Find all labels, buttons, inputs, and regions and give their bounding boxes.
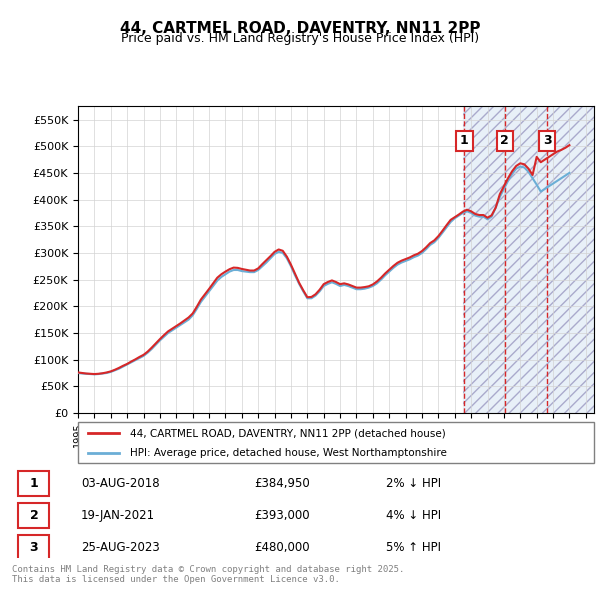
Text: 4% ↓ HPI: 4% ↓ HPI	[386, 509, 442, 522]
Text: Contains HM Land Registry data © Crown copyright and database right 2025.
This d: Contains HM Land Registry data © Crown c…	[12, 565, 404, 584]
Text: 5% ↑ HPI: 5% ↑ HPI	[386, 541, 442, 554]
Text: HPI: Average price, detached house, West Northamptonshire: HPI: Average price, detached house, West…	[130, 448, 446, 458]
FancyBboxPatch shape	[18, 471, 49, 496]
Text: 1: 1	[460, 135, 469, 148]
Text: Price paid vs. HM Land Registry's House Price Index (HPI): Price paid vs. HM Land Registry's House …	[121, 32, 479, 45]
Text: 25-AUG-2023: 25-AUG-2023	[81, 541, 160, 554]
Text: £480,000: £480,000	[254, 541, 310, 554]
Text: 44, CARTMEL ROAD, DAVENTRY, NN11 2PP: 44, CARTMEL ROAD, DAVENTRY, NN11 2PP	[120, 21, 480, 35]
FancyBboxPatch shape	[78, 422, 594, 463]
Text: 19-JAN-2021: 19-JAN-2021	[81, 509, 155, 522]
Text: 44, CARTMEL ROAD, DAVENTRY, NN11 2PP (detached house): 44, CARTMEL ROAD, DAVENTRY, NN11 2PP (de…	[130, 428, 445, 438]
Text: 2: 2	[500, 135, 509, 148]
Text: 3: 3	[29, 541, 38, 554]
Text: £393,000: £393,000	[254, 509, 310, 522]
Text: 2: 2	[29, 509, 38, 522]
Text: 2% ↓ HPI: 2% ↓ HPI	[386, 477, 442, 490]
Text: £384,950: £384,950	[254, 477, 310, 490]
Text: 03-AUG-2018: 03-AUG-2018	[81, 477, 160, 490]
Bar	[463, 106, 594, 413]
Bar	[463, 106, 594, 413]
Text: 1: 1	[29, 477, 38, 490]
Text: 3: 3	[543, 135, 551, 148]
FancyBboxPatch shape	[18, 535, 49, 560]
FancyBboxPatch shape	[18, 503, 49, 528]
